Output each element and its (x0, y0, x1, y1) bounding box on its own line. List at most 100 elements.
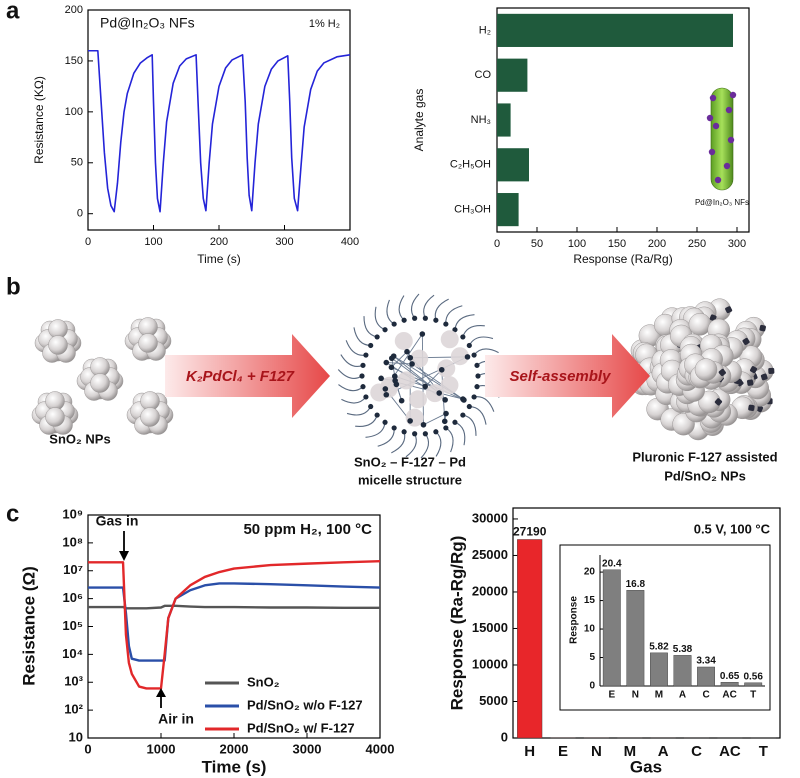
arrow (485, 334, 650, 418)
y-tick-label: CH₃OH (454, 204, 491, 216)
stage-label: SnO₂ – F-127 – Pd (354, 454, 466, 469)
y-tick-label: 10⁵ (62, 618, 83, 633)
x-tick-label: E (608, 690, 615, 701)
pd-particle (759, 324, 766, 332)
polymer-chain (454, 421, 466, 446)
pd-ion (422, 383, 429, 390)
pd-particle (750, 366, 758, 374)
polymer-chain (355, 414, 378, 428)
x-tick-label: 4000 (366, 741, 395, 756)
y-tick-label: 5000 (479, 693, 508, 708)
y-axis-title: Resistance (Ω) (19, 566, 38, 685)
pd-particle (714, 398, 723, 406)
sno2-core (440, 330, 459, 349)
pd-ion (438, 366, 445, 373)
value-label: 27190 (513, 525, 547, 539)
pd-ion (441, 418, 448, 425)
x-tick-label: M (655, 690, 663, 701)
annotation: 50 ppm H₂, 100 °C (243, 521, 372, 538)
x-tick-label: T (750, 690, 756, 701)
sno2-core (408, 390, 427, 409)
bar (602, 569, 621, 687)
polymer-chain (473, 348, 499, 356)
pd-dot (709, 94, 717, 102)
plot-frame (512, 507, 781, 739)
x-axis-title: Response (Ra/Rg) (573, 252, 672, 266)
polymer-chain (386, 356, 468, 396)
pd-ion (407, 418, 413, 424)
pd-ion (382, 419, 388, 425)
y-tick-label: 10³ (64, 674, 83, 689)
annotation: 0.5 V, 100 °C (694, 521, 771, 536)
x-tick-label: 250 (688, 238, 706, 250)
polymer-chain (386, 362, 413, 365)
polymer-chain (473, 396, 495, 412)
nanoparticle (45, 407, 65, 427)
pd-ion (474, 362, 480, 368)
y-tick-label: NH₃ (471, 114, 491, 126)
x-tick-label: 0 (494, 238, 500, 250)
pd-ion (383, 359, 390, 366)
y-tick-label: 10² (64, 702, 83, 717)
arrow-head (156, 688, 166, 697)
pd-ion (475, 373, 481, 379)
polymer-chain (363, 316, 378, 338)
pd-ion (392, 377, 398, 384)
step-label: Self-assembly (510, 368, 612, 385)
pd-ion (412, 315, 418, 321)
pd-dot (712, 122, 720, 130)
polymer-chain (386, 299, 395, 325)
pd-dot (725, 106, 733, 114)
nanoparticle (90, 373, 110, 393)
y-tick-label: 10⁹ (62, 506, 83, 521)
polymer-chain (337, 369, 363, 379)
polymer-chain (445, 427, 454, 453)
pd-ion (374, 412, 380, 418)
value-label: 0.56 (743, 671, 763, 682)
y-tick-label: CO (475, 69, 492, 81)
polymer-chain (423, 294, 435, 319)
pd-ion (471, 394, 477, 400)
polymer-chain (462, 414, 477, 436)
pd-dot (723, 162, 731, 170)
x-tick-label: 2000 (220, 741, 249, 756)
x-tick-label: 0 (84, 741, 91, 756)
y-tick-label: 200 (65, 4, 83, 16)
annotation: Air in (158, 711, 194, 727)
y-tick-label: 30000 (472, 510, 508, 525)
pd-ion (388, 364, 395, 371)
bar (497, 103, 511, 137)
pd-ion (443, 425, 449, 431)
y-tick-label: 0 (501, 729, 508, 744)
panel-label: c (6, 500, 19, 527)
sno2-core (425, 384, 444, 403)
polymer-chain (468, 336, 494, 346)
pd-ion (471, 352, 477, 358)
polymer-chain (374, 306, 386, 331)
value-label: 3.34 (696, 656, 716, 667)
polymer-chain (445, 305, 463, 325)
pd-ion (363, 394, 369, 400)
pd-ion (382, 386, 389, 392)
y-tick-label: 20000 (472, 583, 508, 598)
sno2-core (437, 359, 456, 378)
nanoparticle (48, 335, 68, 355)
y-tick-label: 0 (589, 681, 595, 692)
nanoparticle (138, 333, 158, 353)
pd-ion (409, 361, 415, 367)
y-tick-label: 15000 (472, 620, 508, 635)
pd-ion (443, 321, 449, 327)
pd-ion (466, 403, 472, 410)
y-tick-label: 50 (71, 157, 83, 169)
y-axis-title: Resistance (KΩ) (32, 76, 46, 164)
stage-label: Pluronic F-127 assisted (632, 449, 777, 464)
x-tick-label: 100 (568, 238, 586, 250)
polymer-chain (435, 431, 442, 457)
sno2-core (397, 371, 416, 390)
arrow-head (119, 551, 129, 561)
pd-ion (422, 431, 428, 437)
y-tick-label: 10⁷ (63, 562, 83, 577)
x-tick-label: H (524, 743, 535, 760)
x-tick-label: 100 (144, 236, 162, 248)
